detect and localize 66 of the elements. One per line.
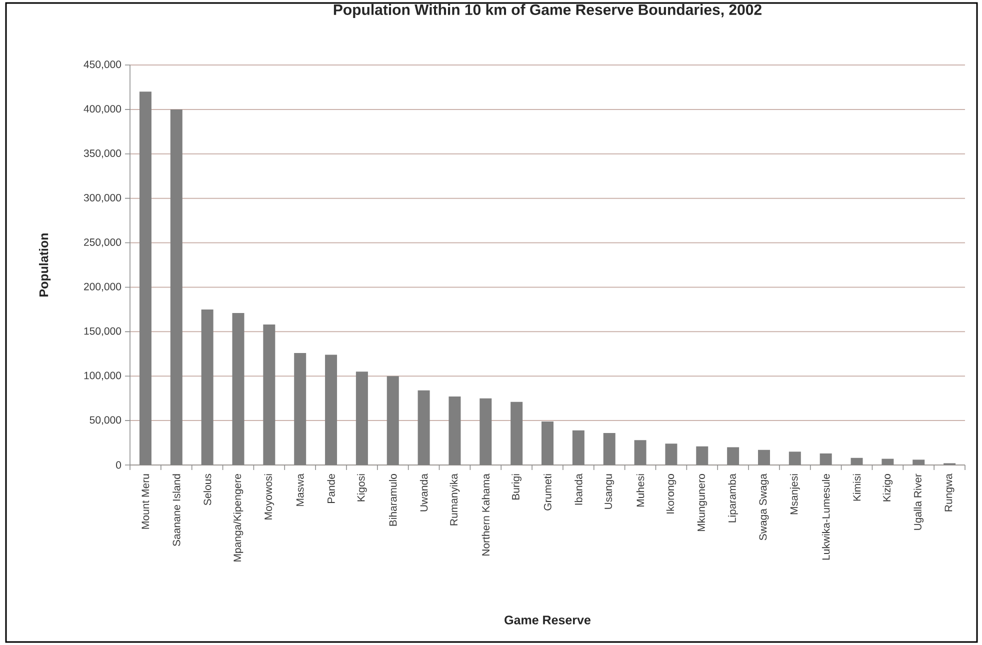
- bar: [480, 398, 492, 465]
- x-axis-title: Game Reserve: [504, 616, 590, 624]
- y-tick-label: 350,000: [84, 150, 122, 158]
- bar: [510, 402, 523, 465]
- bar: [634, 440, 646, 465]
- x-tick-label: Rungwa: [944, 474, 954, 512]
- x-tick-label: Muhesi: [636, 474, 644, 507]
- bar: [170, 109, 182, 465]
- x-tick-label: Mount Meru: [142, 474, 150, 529]
- bar: [850, 458, 863, 465]
- x-tick-label: Northern Kahama: [482, 474, 490, 556]
- y-tick-label: 400,000: [84, 105, 122, 114]
- y-tick-label: 100,000: [84, 372, 122, 380]
- bar: [758, 450, 770, 465]
- bar: [727, 447, 740, 465]
- x-tick-label: Kimisi: [852, 474, 861, 501]
- x-tick-label: Burigi: [512, 474, 522, 500]
- y-axis-title: Population: [38, 233, 51, 296]
- x-tick-label: Uwanda: [420, 474, 428, 512]
- x-tick-label: Pande: [327, 474, 335, 504]
- x-tick-label: Grumeti: [544, 474, 552, 510]
- x-tick-label: Swaga Swaga: [759, 474, 769, 540]
- bar: [325, 354, 338, 465]
- y-tick-label: 200,000: [84, 282, 122, 292]
- bar: [448, 396, 461, 465]
- x-tick-label: Maswa: [296, 474, 304, 506]
- bar: [232, 313, 244, 465]
- bar: [418, 390, 430, 465]
- x-tick-label: Saanane Island: [172, 474, 180, 546]
- bar: [356, 372, 368, 465]
- x-tick-label: Mpanga/Kipengere: [233, 474, 244, 562]
- x-tick-label: Msanjesi: [790, 474, 800, 514]
- x-tick-label: Usangu: [604, 474, 614, 509]
- bar: [603, 433, 616, 465]
- x-tick-label: Rumanyika: [450, 474, 460, 526]
- x-tick-label: Mkungunero: [697, 474, 708, 532]
- bar: [696, 446, 708, 465]
- bar: [386, 376, 399, 465]
- y-tick-label: 450,000: [84, 60, 122, 70]
- bar: [542, 421, 554, 465]
- x-tick-label: Ikorongo: [666, 474, 676, 514]
- x-tick-label: Ibanda: [574, 474, 582, 505]
- x-tick-label: Lukwika-Lumesule: [822, 474, 830, 560]
- bar: [788, 452, 801, 465]
- y-tick-label: 150,000: [84, 327, 122, 336]
- bar: [820, 453, 832, 465]
- bar: [263, 324, 276, 465]
- bar: [882, 458, 894, 465]
- x-tick-label: Kizigo: [882, 474, 893, 502]
- bar: [294, 353, 306, 465]
- x-tick-label: Liparamba: [728, 474, 738, 522]
- bar: [665, 444, 678, 465]
- bar: [201, 309, 214, 465]
- y-tick-label: 300,000: [84, 194, 122, 203]
- y-tick-label: 50,000: [90, 416, 122, 425]
- bar: [572, 430, 584, 465]
- y-tick-label: 0: [116, 461, 122, 469]
- x-tick-label: Kigosi: [357, 474, 367, 502]
- x-tick-label: Ugalla River: [914, 474, 924, 530]
- bar: [139, 92, 152, 465]
- x-tick-label: Moyowosi: [264, 474, 274, 520]
- bar: [912, 460, 925, 465]
- x-tick-label: Biharamulo: [389, 474, 397, 526]
- chart-title: Population Within 10 km of Game Reserve Boundaries, 2002: [334, 4, 762, 18]
- y-tick-label: 250,000: [84, 238, 122, 248]
- x-tick-label: Selous: [203, 474, 212, 506]
